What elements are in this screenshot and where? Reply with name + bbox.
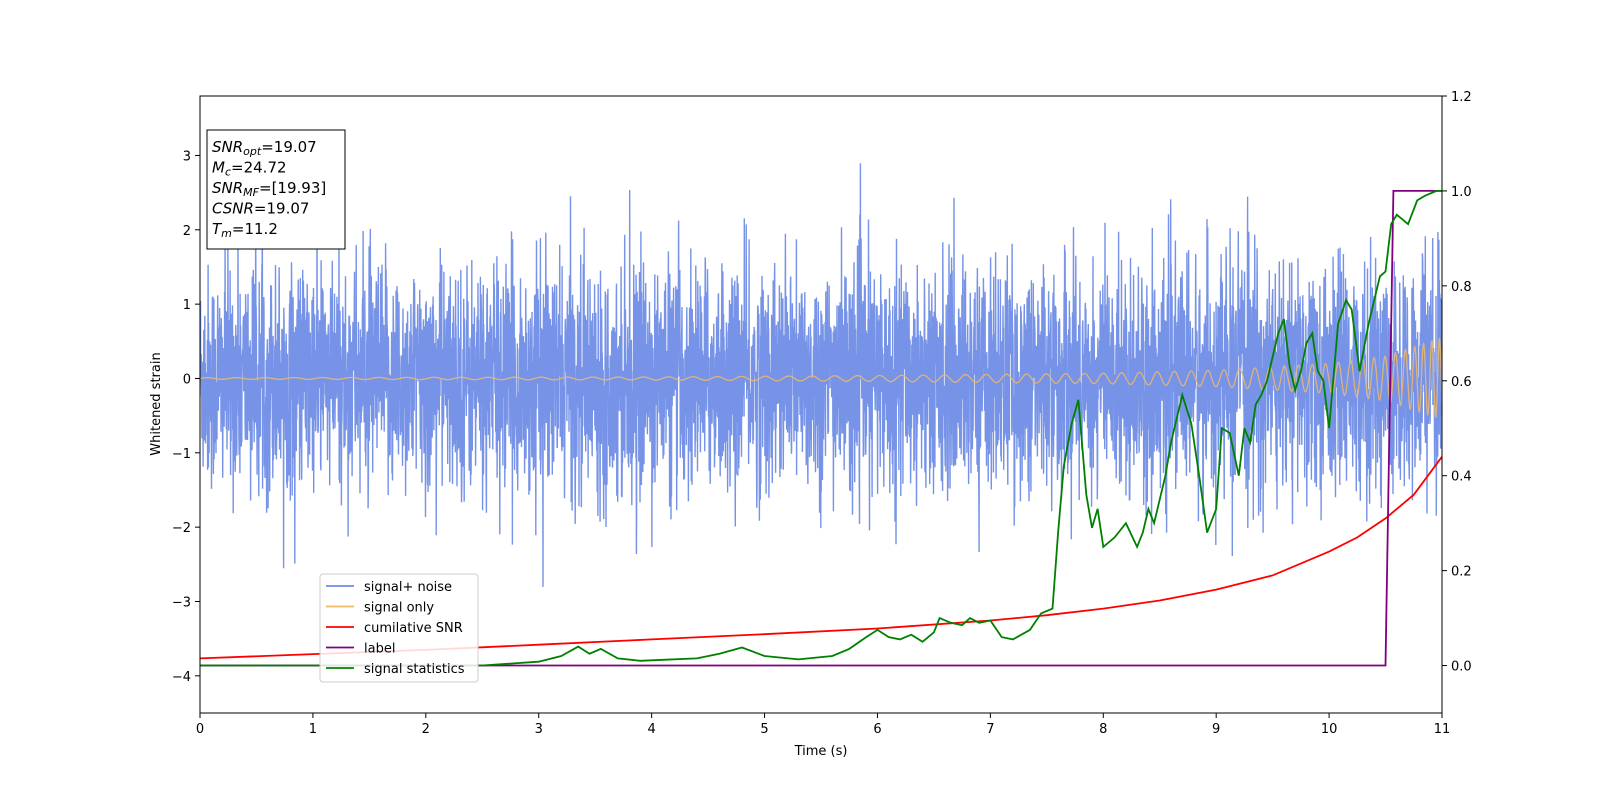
y-right-tick-label: 0.2 <box>1451 565 1472 580</box>
y-tick-label: −4 <box>172 670 191 685</box>
metrics-annotation-box: SNRopt=19.07Mc=24.72SNRMF=[19.93]CSNR=19… <box>206 129 346 250</box>
y-tick-label: −3 <box>172 595 191 610</box>
y-tick-label: −2 <box>172 521 191 536</box>
series-line-cumulative-snr <box>200 456 1442 660</box>
x-tick-label: 0 <box>196 722 204 737</box>
x-tick-label: 7 <box>986 722 994 737</box>
y-right-tick-label: 1.0 <box>1451 185 1472 200</box>
series-line-signal-noise <box>200 163 1442 587</box>
axis-ticks: 0 1 2 3 4 5 6 7 8 9 10 11 −4 −3 −2 −1 0 1 2 3 0.0 0.2 0.4 0.6 0.… <box>172 90 1472 737</box>
x-tick-label: 11 <box>1434 722 1451 737</box>
series-line-signal-statistics <box>200 189 1442 667</box>
legend-frame <box>319 573 479 683</box>
y-tick-label: 3 <box>183 149 191 164</box>
annotation-frame <box>206 129 346 250</box>
x-tick-label: 3 <box>535 722 543 737</box>
x-tick-label: 5 <box>760 722 768 737</box>
y-tick-label: 0 <box>183 372 191 387</box>
legend-label: cumilative SNR <box>364 621 463 636</box>
y-right-tick-label: 0.4 <box>1451 470 1472 485</box>
y-tick-label: −1 <box>172 447 191 462</box>
x-tick-label: 10 <box>1321 722 1338 737</box>
y-right-tick-label: 0.8 <box>1451 280 1472 295</box>
legend: signal+ noise signal only cumilative SNR la… <box>319 573 479 683</box>
y-tick-label: 2 <box>183 224 191 239</box>
annotation-line: SNRopt=19.07 <box>212 138 317 158</box>
y-axis-title: Whitened strain <box>149 352 164 455</box>
x-tick-label: 4 <box>647 722 655 737</box>
y-right-tick-label: 0.6 <box>1451 375 1472 390</box>
annotation-line: Tm=11.2 <box>212 220 278 240</box>
axes-frame <box>199 95 1443 714</box>
y-right-tick-label: 1.2 <box>1451 90 1472 105</box>
x-tick-label: 2 <box>422 722 430 737</box>
x-tick-label: 6 <box>873 722 881 737</box>
y-right-tick-label: 0.0 <box>1451 660 1472 675</box>
x-axis-title: Time (s) <box>794 744 848 759</box>
annotation-line: CSNR=19.07 <box>212 200 309 218</box>
series-line-signal-only <box>200 337 1442 419</box>
x-tick-label: 9 <box>1212 722 1220 737</box>
annotation-line: Mc=24.72 <box>212 159 287 179</box>
x-tick-label: 8 <box>1099 722 1107 737</box>
plot-area <box>200 163 1442 667</box>
legend-label: signal only <box>364 601 434 616</box>
x-tick-label: 1 <box>309 722 317 737</box>
series-line-label <box>200 189 1442 667</box>
y-tick-label: 1 <box>183 298 191 313</box>
annotation-line: SNRMF=[19.93] <box>212 179 326 199</box>
legend-label: label <box>364 642 395 657</box>
legend-label: signal+ noise <box>364 580 452 595</box>
legend-label: signal statistics <box>364 662 465 677</box>
